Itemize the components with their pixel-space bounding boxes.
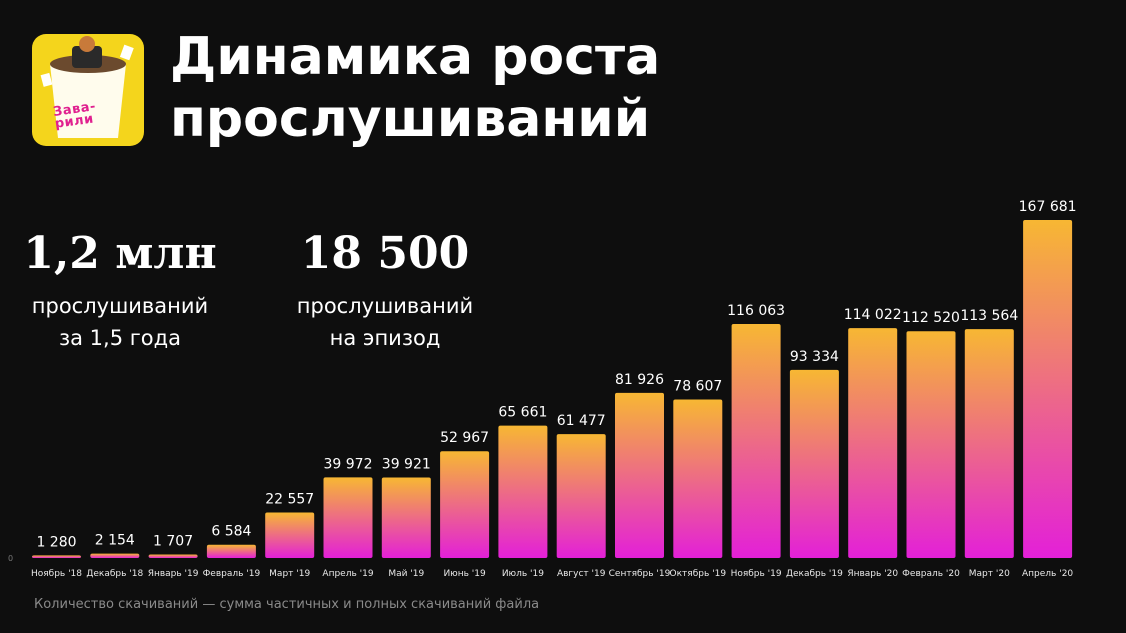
bar-10 xyxy=(615,392,664,558)
podcast-logo: Зава- рили xyxy=(32,34,144,146)
stat-per-episode-value: 18 500 xyxy=(300,228,470,279)
bar-value-label: 113 564 xyxy=(960,308,1018,324)
footnote: Количество скачиваний — сумма частичных … xyxy=(34,597,540,612)
bar-3 xyxy=(206,544,256,558)
bar-value-label: 114 022 xyxy=(844,307,902,323)
category-label: Ноябрь '18 xyxy=(31,569,82,579)
bar-value-label: 2 154 xyxy=(95,533,135,549)
category-label: Январь '20 xyxy=(847,569,898,579)
bar-14 xyxy=(848,328,898,558)
stat-total-listens: 1,2 млн прослушиваний за 1,5 года xyxy=(20,228,220,354)
bar-13 xyxy=(789,369,839,558)
category-label: Август '19 xyxy=(557,569,606,579)
bar-value-label: 61 477 xyxy=(557,413,606,429)
page-title: Динамика роста прослушиваний xyxy=(170,27,661,149)
bar-value-label: 52 967 xyxy=(440,430,489,446)
bar-4 xyxy=(265,512,315,558)
category-label: Март '20 xyxy=(969,569,1010,579)
category-label: Март '19 xyxy=(269,569,310,579)
bar-value-label: 112 520 xyxy=(902,310,960,326)
category-label: Декабрь '18 xyxy=(86,569,143,579)
bar-value-label: 65 661 xyxy=(498,405,547,421)
bar-value-label: 116 063 xyxy=(727,303,785,319)
category-label: Февраль '19 xyxy=(203,569,261,579)
bar-5 xyxy=(323,477,373,558)
bar-8 xyxy=(498,425,548,558)
category-label: Апрель '20 xyxy=(1022,569,1073,579)
stat-per-episode-label: прослушиваний на эпизод xyxy=(296,294,474,350)
bar-16 xyxy=(964,329,1014,558)
stat-total-label: прослушиваний за 1,5 года xyxy=(31,294,209,350)
bar-9 xyxy=(556,434,606,558)
bar-value-label: 81 926 xyxy=(615,372,664,388)
bar-15 xyxy=(906,331,956,558)
bar-value-label: 78 607 xyxy=(673,379,722,395)
bar-value-label: 1 280 xyxy=(36,534,76,550)
cup-illustration-icon xyxy=(40,36,134,138)
category-label: Май '19 xyxy=(388,569,424,579)
bar-value-label: 22 557 xyxy=(265,492,314,508)
category-label: Июнь '19 xyxy=(443,569,486,579)
bar-value-label: 39 972 xyxy=(324,456,373,472)
bar-value-label: 167 681 xyxy=(1019,199,1077,215)
category-label: Октябрь '19 xyxy=(670,569,727,579)
bar-11 xyxy=(673,399,723,558)
bar-value-label: 6 584 xyxy=(211,524,251,540)
category-label: Январь '19 xyxy=(148,569,199,579)
bar-value-label: 1 707 xyxy=(153,534,193,550)
stat-total-value: 1,2 млн xyxy=(23,228,217,279)
category-label: Июль '19 xyxy=(502,569,544,579)
category-label: Апрель '19 xyxy=(322,569,373,579)
bar-7 xyxy=(440,451,490,558)
stat-per-episode: 18 500 прослушиваний на эпизод xyxy=(280,228,490,354)
category-label: Ноябрь '19 xyxy=(731,569,782,579)
category-label: Февраль '20 xyxy=(902,569,960,579)
y-tick-label: 0 xyxy=(8,554,13,563)
bar-2 xyxy=(148,554,198,558)
bar-6 xyxy=(381,477,431,558)
bar-value-label: 39 921 xyxy=(382,457,431,473)
bar-value-label: 93 334 xyxy=(790,349,839,365)
bar-1 xyxy=(90,553,140,558)
bar-12 xyxy=(731,324,781,558)
bar-17 xyxy=(1023,220,1073,558)
category-label: Сентябрь '19 xyxy=(609,569,671,579)
category-label: Декабрь '19 xyxy=(786,569,843,579)
bar-0 xyxy=(32,555,81,558)
